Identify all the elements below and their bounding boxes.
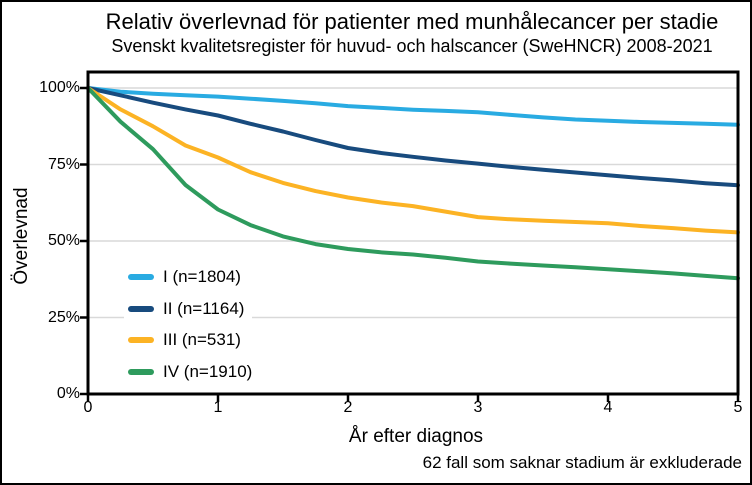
legend-label-stage-III: III (n=531) [163, 330, 241, 350]
exclusion-footnote: 62 fall som saknar stadium är exkluderad… [422, 453, 742, 472]
legend-item-stage-I: I (n=1804) [124, 265, 249, 289]
x-tick-label-0: 0 [83, 399, 93, 416]
legend-item-stage-II: II (n=1164) [124, 296, 253, 321]
legend-swatch-stage-I [128, 274, 154, 280]
x-tick-label-5: 5 [733, 399, 743, 416]
legend-swatch-stage-III [128, 337, 154, 344]
survival-curve-stage-I [86, 86, 740, 127]
y-tick-label-0pct: 0% [56, 385, 80, 402]
survival-curve-stage-III [86, 86, 740, 235]
survival-curve-stage-II [86, 86, 740, 188]
legend-label-stage-II: II (n=1164) [163, 298, 245, 318]
legend-item-stage-III: III (n=531) [124, 328, 249, 353]
legend-swatch-stage-IV [128, 369, 154, 376]
legend-swatch-stage-II [128, 305, 154, 312]
x-tick-label-4: 4 [603, 399, 613, 416]
y-tick-label-50pct: 50% [47, 232, 80, 249]
legend-label-stage-IV: IV (n=1910) [163, 362, 253, 382]
x-tick-label-2: 2 [343, 399, 353, 416]
chart-subtitle: Svenskt kvalitetsregister för huvud- och… [111, 36, 713, 56]
x-axis-title: År efter diagnos [348, 426, 484, 447]
legend-label-stage-I: I (n=1804) [163, 267, 241, 286]
y-tick-label-75pct: 75% [47, 155, 80, 173]
survival-curve-stage-IV [86, 86, 740, 281]
x-tick-label-3: 3 [473, 399, 483, 416]
plot-frame [86, 70, 740, 396]
x-tick-label-1: 1 [213, 399, 223, 416]
legend-item-stage-IV: IV (n=1910) [124, 360, 261, 385]
y-tick-label-100pct: 100% [39, 79, 80, 96]
chart-title: Relativ överlevnad för patienter med mun… [105, 9, 719, 34]
y-tick-label-25pct: 25% [47, 308, 80, 326]
